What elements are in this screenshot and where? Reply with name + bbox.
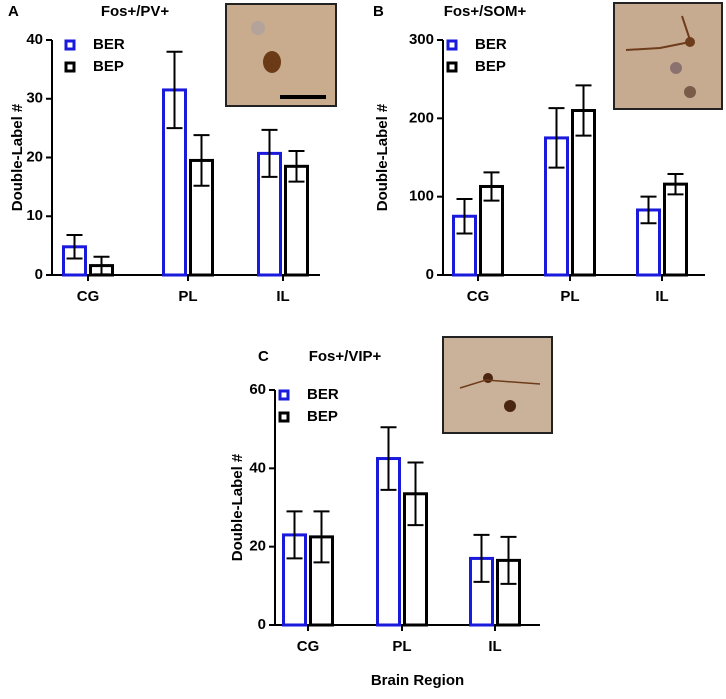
micrograph bbox=[442, 336, 553, 434]
y-tick-label: 60 bbox=[249, 381, 266, 398]
error-bar bbox=[456, 198, 473, 235]
chart-title: Fos+/PV+ bbox=[101, 3, 170, 20]
error-bar bbox=[575, 84, 592, 137]
error-bar bbox=[286, 510, 303, 560]
legend-label: BER bbox=[307, 386, 339, 403]
panel-letter: B bbox=[373, 3, 384, 20]
y-tick-label: 40 bbox=[249, 459, 266, 476]
error-bar bbox=[66, 234, 83, 260]
y-tick-label: 100 bbox=[409, 188, 434, 205]
legend-swatch bbox=[64, 61, 76, 73]
y-axis-label: Double-Label # bbox=[374, 103, 391, 211]
legend-swatch bbox=[446, 61, 458, 73]
y-axis-label: Double-Label # bbox=[229, 453, 246, 561]
error-bar bbox=[380, 426, 397, 491]
error-bar bbox=[667, 172, 684, 196]
x-tick-label: CG bbox=[297, 638, 320, 655]
y-tick-label: 0 bbox=[426, 266, 434, 283]
x-axis-label: Brain Region bbox=[371, 672, 464, 689]
y-tick-label: 10 bbox=[26, 207, 43, 224]
error-bar bbox=[166, 50, 183, 130]
legend-label: BEP bbox=[93, 58, 124, 75]
error-bar bbox=[473, 533, 490, 583]
error-bar bbox=[313, 510, 330, 564]
x-tick-label: IL bbox=[655, 288, 668, 305]
x-tick-label: IL bbox=[488, 638, 501, 655]
x-tick-label: CG bbox=[467, 288, 490, 305]
y-tick-label: 20 bbox=[249, 538, 266, 555]
y-tick-label: 0 bbox=[35, 266, 43, 283]
legend-swatch bbox=[278, 411, 290, 423]
legend-swatch bbox=[278, 389, 290, 401]
error-bar bbox=[500, 535, 517, 585]
y-axis-label: Double-Label # bbox=[9, 103, 26, 211]
legend-label: BER bbox=[475, 36, 507, 53]
legend-label: BEP bbox=[475, 58, 506, 75]
error-bar bbox=[548, 107, 565, 169]
panel-letter: A bbox=[8, 3, 19, 20]
error-bar bbox=[483, 171, 500, 202]
error-bar bbox=[261, 128, 278, 178]
error-bar bbox=[193, 134, 210, 187]
legend-swatch bbox=[64, 39, 76, 51]
panel-letter: C bbox=[258, 348, 269, 365]
micrograph bbox=[225, 3, 337, 107]
x-tick-label: PL bbox=[560, 288, 579, 305]
x-tick-label: PL bbox=[178, 288, 197, 305]
bar bbox=[663, 182, 688, 277]
x-tick-label: IL bbox=[276, 288, 289, 305]
bar bbox=[284, 164, 309, 277]
chart-title: Fos+/SOM+ bbox=[444, 3, 527, 20]
y-tick-label: 30 bbox=[26, 90, 43, 107]
x-tick-label: CG bbox=[77, 288, 100, 305]
legend-label: BER bbox=[93, 36, 125, 53]
legend-label: BEP bbox=[307, 408, 338, 425]
error-bar bbox=[407, 461, 424, 527]
chart-title: Fos+/VIP+ bbox=[309, 348, 382, 365]
error-bar bbox=[640, 195, 657, 225]
y-tick-label: 200 bbox=[409, 109, 434, 126]
micrograph bbox=[613, 2, 723, 110]
y-tick-label: 0 bbox=[258, 616, 266, 633]
y-tick-label: 40 bbox=[26, 31, 43, 48]
error-bar bbox=[93, 255, 110, 276]
legend-swatch bbox=[446, 39, 458, 51]
error-bar bbox=[288, 150, 305, 183]
y-tick-label: 300 bbox=[409, 31, 434, 48]
x-tick-label: PL bbox=[392, 638, 411, 655]
y-tick-label: 20 bbox=[26, 148, 43, 165]
